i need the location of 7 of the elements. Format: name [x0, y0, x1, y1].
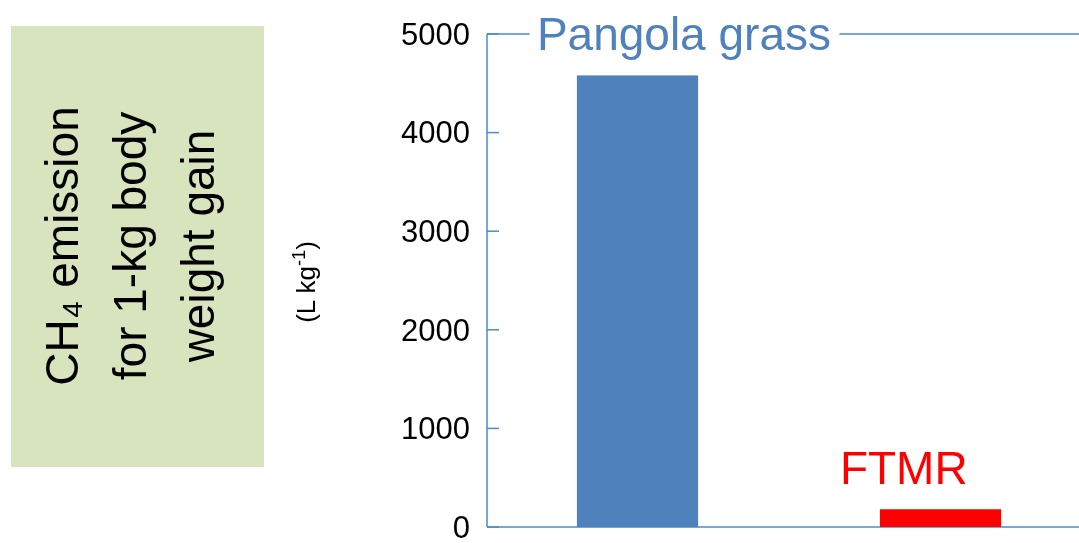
x-tick-label: FTMR — [839, 442, 968, 495]
y-tick-label: 3000 — [401, 214, 470, 250]
y-tick-label: 5000 — [401, 16, 470, 52]
y-tick-label: 0 — [452, 509, 470, 543]
y-tick-label: 1000 — [401, 411, 470, 447]
y-tick-label: 4000 — [401, 115, 470, 151]
y-tick-label: 2000 — [401, 312, 470, 348]
